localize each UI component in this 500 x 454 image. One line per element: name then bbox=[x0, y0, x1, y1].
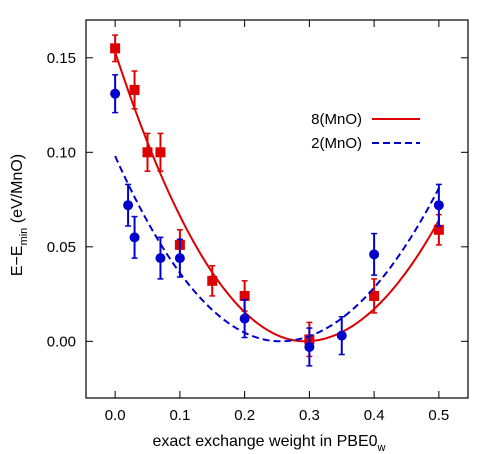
y-tick-label: 0.15 bbox=[47, 50, 76, 67]
x-tick-label: 0.3 bbox=[299, 407, 320, 424]
legend-label: 8(MnO) bbox=[311, 111, 362, 128]
data-point-circle bbox=[110, 88, 121, 99]
x-tick-label: 0.5 bbox=[428, 407, 449, 424]
data-point-square bbox=[129, 84, 140, 95]
axes-layer: 0.0 0.1 0.2 0.3 0.4 0.5 0.00 0.05 0.10 0.15 bbox=[47, 19, 469, 424]
x-axis-label-main: exact exchange weight in PBE0 bbox=[153, 433, 378, 450]
legend: 8(MnO) 2(MnO) bbox=[311, 111, 420, 152]
data-point-circle bbox=[336, 330, 347, 341]
y-axis-label-main: E−E bbox=[9, 245, 26, 276]
series-squares bbox=[110, 34, 444, 358]
legend-item: 8(MnO) bbox=[311, 111, 420, 128]
y-tick-label: 0.00 bbox=[47, 333, 76, 350]
x-tick-label: 0.0 bbox=[105, 407, 126, 424]
y-tick-label: 0.05 bbox=[47, 239, 76, 256]
data-point-circle bbox=[239, 313, 250, 324]
data-point-square bbox=[110, 43, 121, 54]
y-axis-label-subscript: min bbox=[18, 228, 30, 246]
data-point-square bbox=[155, 147, 166, 158]
x-tick-label: 0.2 bbox=[234, 407, 255, 424]
x-axis-label: exact exchange weight in PBE0w bbox=[153, 433, 386, 454]
y-axis-label: E−Emin (eV/MnO) bbox=[9, 154, 30, 276]
legend-label: 2(MnO) bbox=[311, 135, 362, 152]
data-point-circle bbox=[155, 253, 166, 264]
x-axis-label-subscript: w bbox=[377, 442, 386, 454]
y-tick-label: 0.10 bbox=[47, 144, 76, 161]
data-point-square bbox=[207, 275, 218, 286]
data-point-square bbox=[239, 290, 250, 301]
legend-item: 2(MnO) bbox=[311, 135, 420, 152]
data-point-circle bbox=[123, 200, 134, 211]
x-tick-label: 0.1 bbox=[169, 407, 190, 424]
series-circles bbox=[110, 74, 444, 367]
data-point-circle bbox=[129, 232, 140, 243]
series-layer bbox=[110, 34, 444, 367]
plot-frame bbox=[85, 19, 469, 399]
y-axis-label-unit: (eV/MnO) bbox=[9, 154, 26, 228]
data-point-square bbox=[142, 147, 153, 158]
data-point-circle bbox=[174, 253, 185, 264]
fit-curve bbox=[114, 51, 440, 343]
data-point-circle bbox=[433, 200, 444, 211]
data-point-circle bbox=[304, 341, 315, 352]
x-tick-label: 0.4 bbox=[364, 407, 385, 424]
data-point-square bbox=[369, 290, 380, 301]
data-point-circle bbox=[369, 249, 380, 260]
fit-curve bbox=[114, 155, 440, 343]
data-point-square bbox=[433, 224, 444, 235]
